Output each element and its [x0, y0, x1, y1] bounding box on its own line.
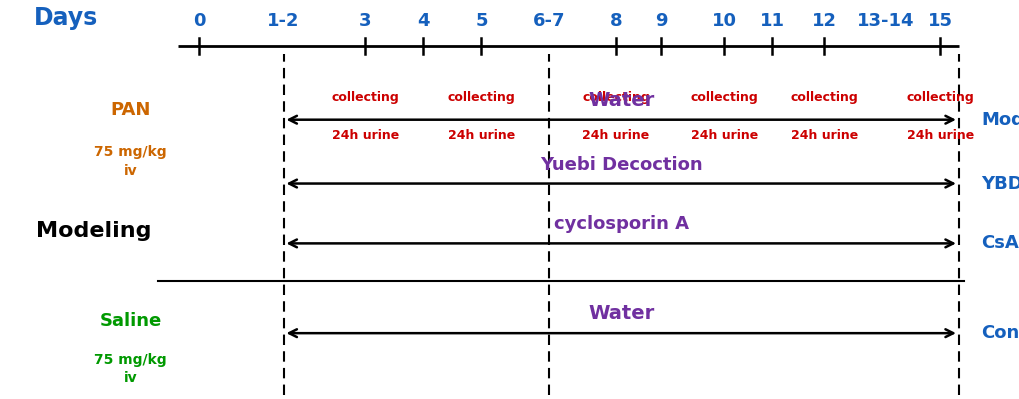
Text: 24h urine: 24h urine: [331, 129, 398, 142]
Text: 13-14: 13-14: [856, 12, 913, 30]
Text: 1-2: 1-2: [267, 12, 300, 30]
Text: collecting: collecting: [582, 91, 649, 104]
Text: Model: Model: [980, 111, 1019, 129]
Text: collecting: collecting: [790, 91, 857, 104]
Text: Yuebi Decoction: Yuebi Decoction: [539, 156, 702, 174]
Text: 11: 11: [759, 12, 784, 30]
Text: YBD: YBD: [980, 174, 1019, 193]
Text: collecting: collecting: [906, 91, 973, 104]
Text: 0: 0: [193, 12, 205, 30]
Text: 12: 12: [811, 12, 836, 30]
Text: 3: 3: [359, 12, 371, 30]
Text: Saline: Saline: [99, 312, 162, 330]
Text: PAN: PAN: [110, 101, 151, 119]
Text: Water: Water: [588, 91, 653, 110]
Text: Control: Control: [980, 324, 1019, 342]
Text: 24h urine: 24h urine: [790, 129, 857, 142]
Text: 24h urine: 24h urine: [906, 129, 973, 142]
Text: 24h urine: 24h urine: [690, 129, 757, 142]
Text: collecting: collecting: [690, 91, 757, 104]
Text: 9: 9: [654, 12, 666, 30]
Text: Days: Days: [35, 6, 98, 30]
Text: 4: 4: [417, 12, 429, 30]
Text: Modeling: Modeling: [36, 221, 151, 241]
Text: 8: 8: [609, 12, 622, 30]
Text: 75 mg/kg
iv: 75 mg/kg iv: [94, 145, 167, 178]
Text: collecting: collecting: [447, 91, 515, 104]
Text: 24h urine: 24h urine: [582, 129, 649, 142]
Text: Water: Water: [588, 304, 653, 323]
Text: 6-7: 6-7: [532, 12, 565, 30]
Text: CsA: CsA: [980, 234, 1018, 253]
Text: collecting: collecting: [331, 91, 398, 104]
Text: 5: 5: [475, 12, 487, 30]
Text: 24h urine: 24h urine: [447, 129, 515, 142]
Text: 15: 15: [927, 12, 952, 30]
Text: cyclosporin A: cyclosporin A: [553, 215, 688, 233]
Text: 75 mg/kg
iv: 75 mg/kg iv: [94, 353, 167, 385]
Text: 10: 10: [711, 12, 736, 30]
